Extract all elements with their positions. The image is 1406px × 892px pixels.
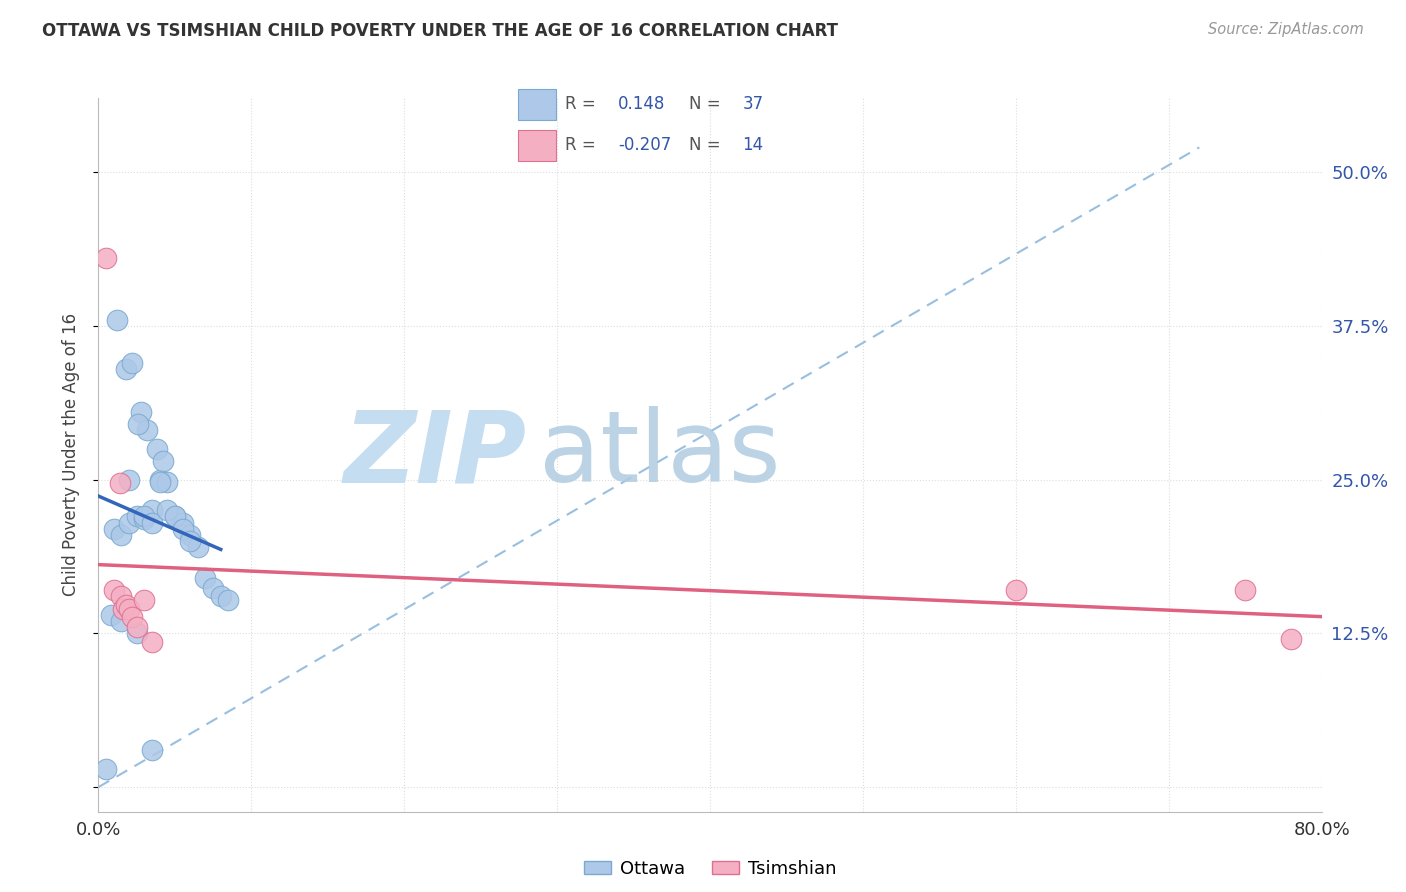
Point [141,743,163,757]
Point [145,442,167,456]
Point [149,475,172,489]
Point [134,593,156,607]
Point [115,361,138,376]
Point [209,590,232,604]
Bar [517,89,557,120]
Text: ZIP: ZIP [343,407,526,503]
Point [1279,632,1302,647]
Point [217,593,239,607]
Point [118,601,141,615]
Bar [517,130,557,161]
Text: -0.207: -0.207 [619,136,672,153]
Point [121,610,143,624]
Text: 37: 37 [742,95,763,113]
Point [141,503,163,517]
Text: 14: 14 [742,136,763,153]
Point [163,509,186,524]
Point [1004,583,1026,598]
Point [103,522,125,536]
Point [202,581,225,595]
Point [125,509,148,524]
Point [156,503,179,517]
Point [105,312,128,326]
Point [108,476,131,491]
Point [111,601,134,615]
Point [118,473,141,487]
Point [125,620,148,634]
Point [1234,583,1257,598]
Point [163,509,186,524]
Point [127,417,149,432]
Legend: Ottawa, Tsimshian: Ottawa, Tsimshian [576,853,844,885]
Point [152,454,174,468]
Point [149,473,172,487]
Point [94,762,117,776]
Point [194,571,217,585]
Point [129,405,152,419]
Y-axis label: Child Poverty Under the Age of 16: Child Poverty Under the Age of 16 [62,313,80,597]
Point [115,598,138,612]
Point [121,356,143,370]
Text: atlas: atlas [538,407,780,503]
Point [94,251,117,265]
Point [187,540,209,554]
Point [110,528,132,542]
Point [100,607,122,622]
Text: R =: R = [565,95,596,113]
Point [103,583,125,598]
Point [110,590,132,604]
Text: R =: R = [565,136,596,153]
Text: OTTAWA VS TSIMSHIAN CHILD POVERTY UNDER THE AGE OF 16 CORRELATION CHART: OTTAWA VS TSIMSHIAN CHILD POVERTY UNDER … [42,22,838,40]
Point [134,512,156,526]
Point [141,635,163,649]
Text: Source: ZipAtlas.com: Source: ZipAtlas.com [1208,22,1364,37]
Point [172,522,194,536]
Point [156,475,179,489]
Text: N =: N = [689,95,721,113]
Point [136,423,159,437]
Point [118,516,141,530]
Point [110,614,132,628]
Point [134,509,156,524]
Point [172,516,194,530]
Point [125,626,148,640]
Point [179,534,201,549]
Text: N =: N = [689,136,721,153]
Point [179,528,201,542]
Point [141,516,163,530]
Text: 0.148: 0.148 [619,95,665,113]
